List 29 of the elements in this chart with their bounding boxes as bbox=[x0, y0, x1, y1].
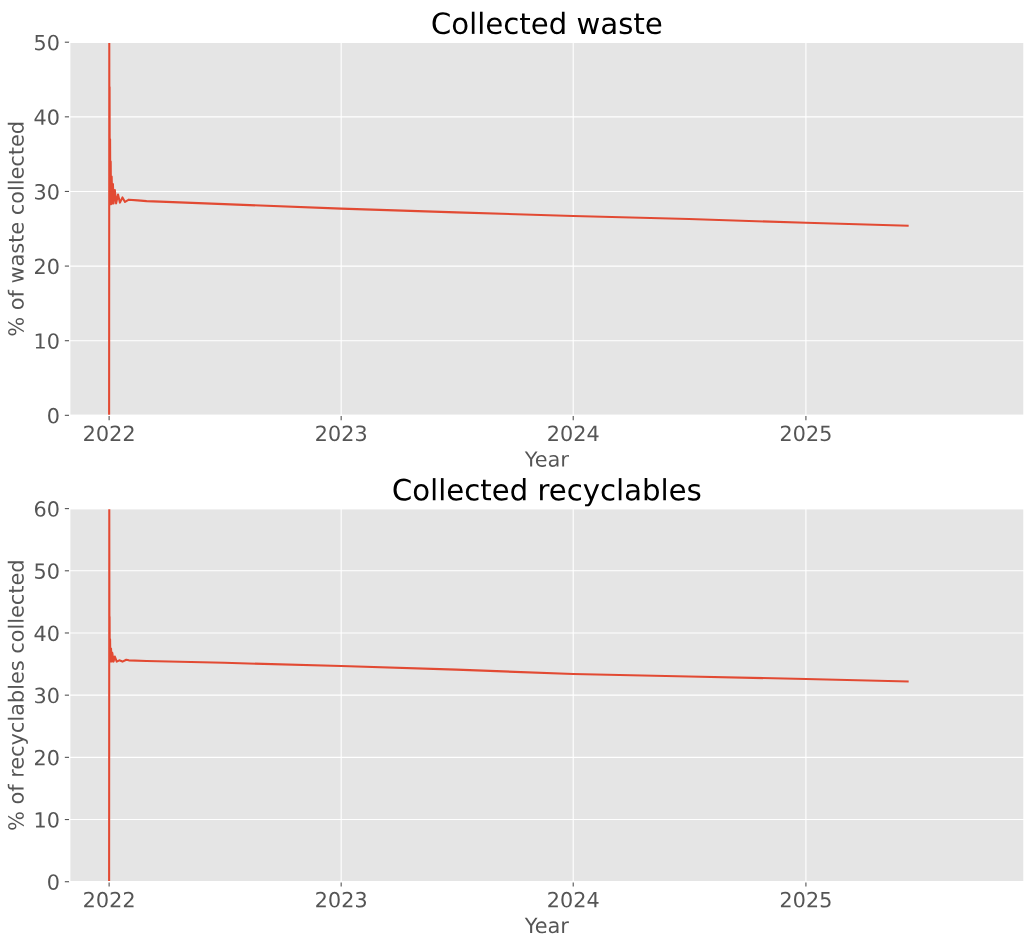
y-tick-label: 50 bbox=[35, 563, 59, 579]
y-axis-title: % of waste collected bbox=[7, 122, 24, 336]
y-axis-title: % of recyclables collected bbox=[7, 561, 28, 830]
y-tick-label: 30 bbox=[35, 183, 59, 200]
chart-title: Collected recyclables bbox=[393, 478, 701, 507]
y-tick-label: 0 bbox=[48, 407, 59, 424]
chart-title: Collected waste bbox=[432, 11, 662, 35]
x-axis-title: Year bbox=[524, 451, 569, 467]
y-tick-label: 0 bbox=[48, 874, 59, 890]
y-tick-label: 40 bbox=[34, 109, 59, 126]
y-tick-label: 10 bbox=[35, 333, 59, 349]
y-tick-label: 20 bbox=[34, 749, 59, 766]
x-tick-label: 2024 bbox=[548, 425, 599, 442]
y-tick-label: 40 bbox=[34, 625, 59, 642]
y-tick-label: 10 bbox=[35, 811, 59, 828]
y-tick-label: 20 bbox=[34, 258, 59, 275]
x-tick-label: 2022 bbox=[84, 891, 134, 908]
x-tick-label: 2025 bbox=[780, 891, 831, 908]
x-axis-title: Year bbox=[524, 917, 569, 934]
x-tick-label: 2024 bbox=[548, 891, 599, 908]
x-tick-label: 2023 bbox=[316, 891, 367, 908]
y-tick-label: 50 bbox=[35, 34, 59, 51]
x-tick-label: 2025 bbox=[780, 425, 831, 442]
y-tick-label: 60 bbox=[34, 501, 59, 517]
x-tick-label: 2023 bbox=[316, 425, 367, 442]
line-series bbox=[108, 42, 909, 416]
line-series bbox=[108, 508, 909, 882]
y-tick-label: 30 bbox=[35, 687, 59, 704]
x-tick-label: 2022 bbox=[84, 425, 134, 442]
